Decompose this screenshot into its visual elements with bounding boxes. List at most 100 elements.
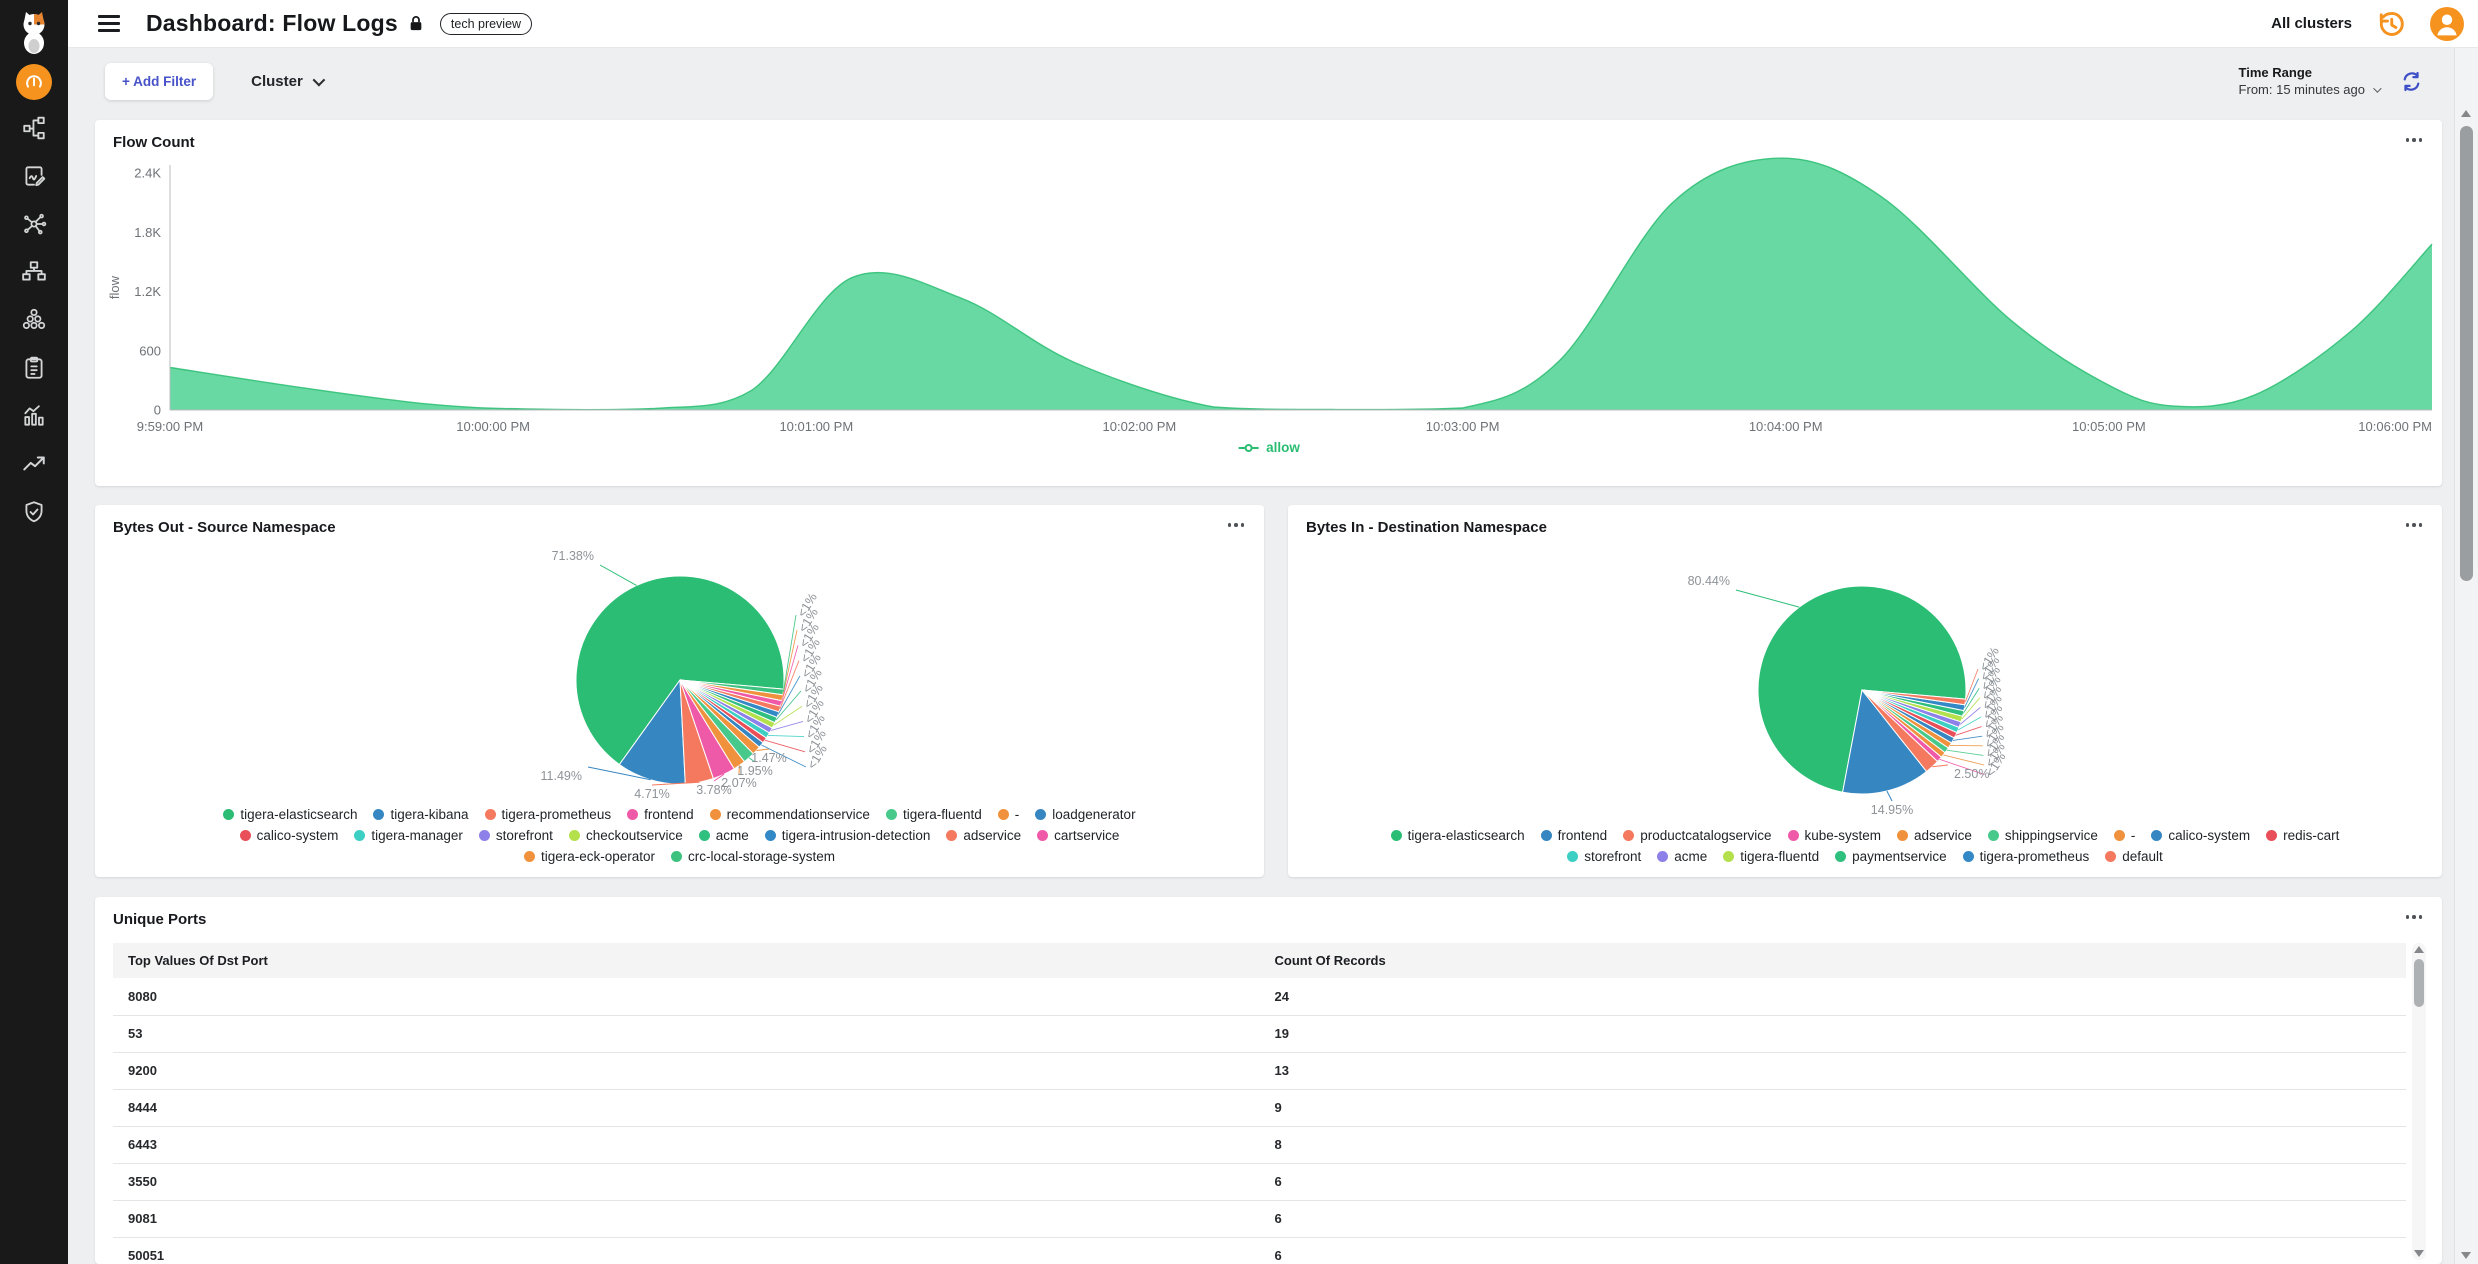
table-cell: 6 <box>1259 1237 2406 1264</box>
honeycomb-icon <box>21 307 47 338</box>
table-row: 6443 8 <box>113 1126 2406 1164</box>
table-row: 50051 6 <box>113 1237 2406 1264</box>
legend-item-shippingservice[interactable]: shippingservice <box>1987 828 2098 843</box>
calico-logo-icon[interactable] <box>0 6 68 58</box>
sidebar-item-security[interactable] <box>0 490 68 538</box>
table-cell: 6 <box>1259 1163 2406 1201</box>
panel-menu-button[interactable] <box>2402 134 2427 146</box>
legend-item-tigera-kibana[interactable]: tigera-kibana <box>373 807 469 822</box>
legend-dot-icon <box>1623 830 1635 841</box>
hamburger-menu-icon[interactable] <box>94 11 124 36</box>
sidebar-item-trends[interactable] <box>0 442 68 490</box>
legend-item-default[interactable]: default <box>2105 849 2163 864</box>
legend-item-tigera-prometheus[interactable]: tigera-prometheus <box>484 807 611 822</box>
legend-item-calico-system[interactable]: calico-system <box>2151 828 2250 843</box>
cluster-dropdown[interactable]: Cluster <box>251 73 326 90</box>
sidebar-item-topology[interactable] <box>0 106 68 154</box>
legend-item-crc-local-storage-system[interactable]: crc-local-storage-system <box>671 849 835 864</box>
legend-item-checkoutservice[interactable]: checkoutservice <box>568 828 683 843</box>
legend-item-adservice[interactable]: adservice <box>946 828 1021 843</box>
legend-item-tigera-elasticsearch[interactable]: tigera-elasticsearch <box>223 807 357 822</box>
x-axis-tick: 10:04:00 PM <box>1749 419 1823 434</box>
legend-dot-icon <box>2113 830 2125 841</box>
pie-slice-frontend[interactable] <box>1842 688 1928 795</box>
legend-item-paymentservice[interactable]: paymentservice <box>1835 849 1947 864</box>
legend-dot-icon <box>1897 830 1909 841</box>
legend-item-redis-cart[interactable]: redis-cart <box>2266 828 2339 843</box>
legend-item-tigera-fluentd[interactable]: tigera-fluentd <box>885 807 982 822</box>
history-icon[interactable] <box>2376 9 2406 39</box>
panel-title: Unique Ports <box>113 911 207 928</box>
time-range-title: Time Range <box>2238 65 2312 80</box>
x-axis-tick: 9:59:00 PM <box>137 419 204 434</box>
add-filter-button[interactable]: + Add Filter <box>105 62 214 100</box>
table-row: 9081 6 <box>113 1200 2406 1238</box>
legend-item-frontend[interactable]: frontend <box>1540 828 1607 843</box>
time-range-value[interactable]: From: 15 minutes ago <box>2239 82 2382 97</box>
legend-item-tigera-intrusion-detection[interactable]: tigera-intrusion-detection <box>764 828 930 843</box>
sidebar-item-logs[interactable] <box>0 154 68 202</box>
table-cell: 8080 <box>113 978 1260 1016</box>
legend-item-acme[interactable]: acme <box>698 828 749 843</box>
pie-slice-tigera-kibana[interactable] <box>618 678 686 785</box>
legend-item--[interactable]: - <box>2113 828 2135 843</box>
legend-dot-icon <box>946 830 958 841</box>
scroll-down-icon[interactable] <box>2461 1252 2471 1259</box>
sidebar-item-connections[interactable] <box>0 202 68 250</box>
main-scrollbar-thumb[interactable] <box>2460 126 2473 581</box>
panel-title: Flow Count <box>113 134 195 151</box>
legend-dot-icon <box>239 830 251 841</box>
legend-item-recommendationservice[interactable]: recommendationservice <box>709 807 870 822</box>
scroll-up-icon[interactable] <box>2461 110 2471 117</box>
unique-ports-panel: Unique Ports Top Values Of Dst Port Count… <box>95 897 2442 1264</box>
pie-percent-label: 11.49% <box>541 769 582 783</box>
panel-menu-button[interactable] <box>2402 519 2427 531</box>
legend-dot-icon <box>1723 851 1735 862</box>
legend-item--[interactable]: - <box>997 807 1019 822</box>
legend-item-adservice[interactable]: adservice <box>1897 828 1972 843</box>
scroll-down-icon[interactable] <box>2414 1250 2424 1257</box>
scroll-up-icon[interactable] <box>2414 946 2424 953</box>
time-range-control[interactable]: Time Range From: 15 minutes ago <box>2238 65 2382 97</box>
legend-item-allow[interactable]: allow <box>1237 440 1300 455</box>
panel-menu-button[interactable] <box>1224 519 1249 531</box>
legend-row: tigera-elasticsearch tigera-kibana tigera-… <box>95 804 1264 825</box>
legend-item-productcatalogservice[interactable]: productcatalogservice <box>1623 828 1772 843</box>
legend-dot-icon <box>373 809 385 820</box>
bytes-in-pie-chart: 80.44% 14.95% 2.50% <1% <1% <1% <1% <1% <1% <1% <1… <box>1288 505 2442 826</box>
table-cell: 8444 <box>113 1089 1260 1127</box>
table-scrollbar[interactable] <box>2412 943 2426 1260</box>
table-scrollbar-thumb[interactable] <box>2414 959 2424 1007</box>
legend-item-frontend[interactable]: frontend <box>627 807 694 822</box>
pie-slice-tigera-elasticsearch[interactable] <box>1757 585 1967 793</box>
refresh-icon[interactable] <box>2399 69 2424 94</box>
legend-item-cartservice[interactable]: cartservice <box>1037 828 1119 843</box>
legend-item-calico-system[interactable]: calico-system <box>239 828 338 843</box>
table-row: 8444 9 <box>113 1089 2406 1127</box>
sidebar-item-reports[interactable] <box>0 394 68 442</box>
legend-item-storefront[interactable]: storefront <box>1567 849 1641 864</box>
y-axis-tick: 1.8K <box>134 225 161 240</box>
legend-item-loadgenerator[interactable]: loadgenerator <box>1035 807 1136 822</box>
legend-item-tigera-elasticsearch[interactable]: tigera-elasticsearch <box>1390 828 1525 843</box>
legend-item-storefront[interactable]: storefront <box>478 828 553 843</box>
sidebar-item-clusters[interactable] <box>0 298 68 346</box>
panel-title: Bytes Out - Source Namespace <box>113 519 336 536</box>
sidebar-item-policies[interactable] <box>0 346 68 394</box>
legend-item-acme[interactable]: acme <box>1657 849 1707 864</box>
panel-menu-button[interactable] <box>2402 911 2427 923</box>
legend-item-tigera-prometheus[interactable]: tigera-prometheus <box>1962 849 2089 864</box>
y-axis-label: flow <box>107 275 122 299</box>
sidebar-item-dashboard[interactable] <box>0 58 68 106</box>
pie-percent-label: 71.38% <box>552 549 594 563</box>
all-clusters-selector[interactable]: All clusters <box>2271 15 2352 32</box>
sidebar-item-network[interactable] <box>0 250 68 298</box>
bytes-in-legend: tigera-elasticsearch frontend productcatal… <box>1288 825 2442 867</box>
table-cell: 24 <box>1259 978 2406 1016</box>
legend-item-kube-system[interactable]: kube-system <box>1787 828 1881 843</box>
main-scrollbar[interactable] <box>2454 48 2478 1264</box>
legend-item-tigera-manager[interactable]: tigera-manager <box>354 828 463 843</box>
user-avatar[interactable] <box>2430 6 2464 41</box>
legend-item-tigera-fluentd[interactable]: tigera-fluentd <box>1723 849 1819 864</box>
legend-item-tigera-eck-operator[interactable]: tigera-eck-operator <box>523 849 655 864</box>
